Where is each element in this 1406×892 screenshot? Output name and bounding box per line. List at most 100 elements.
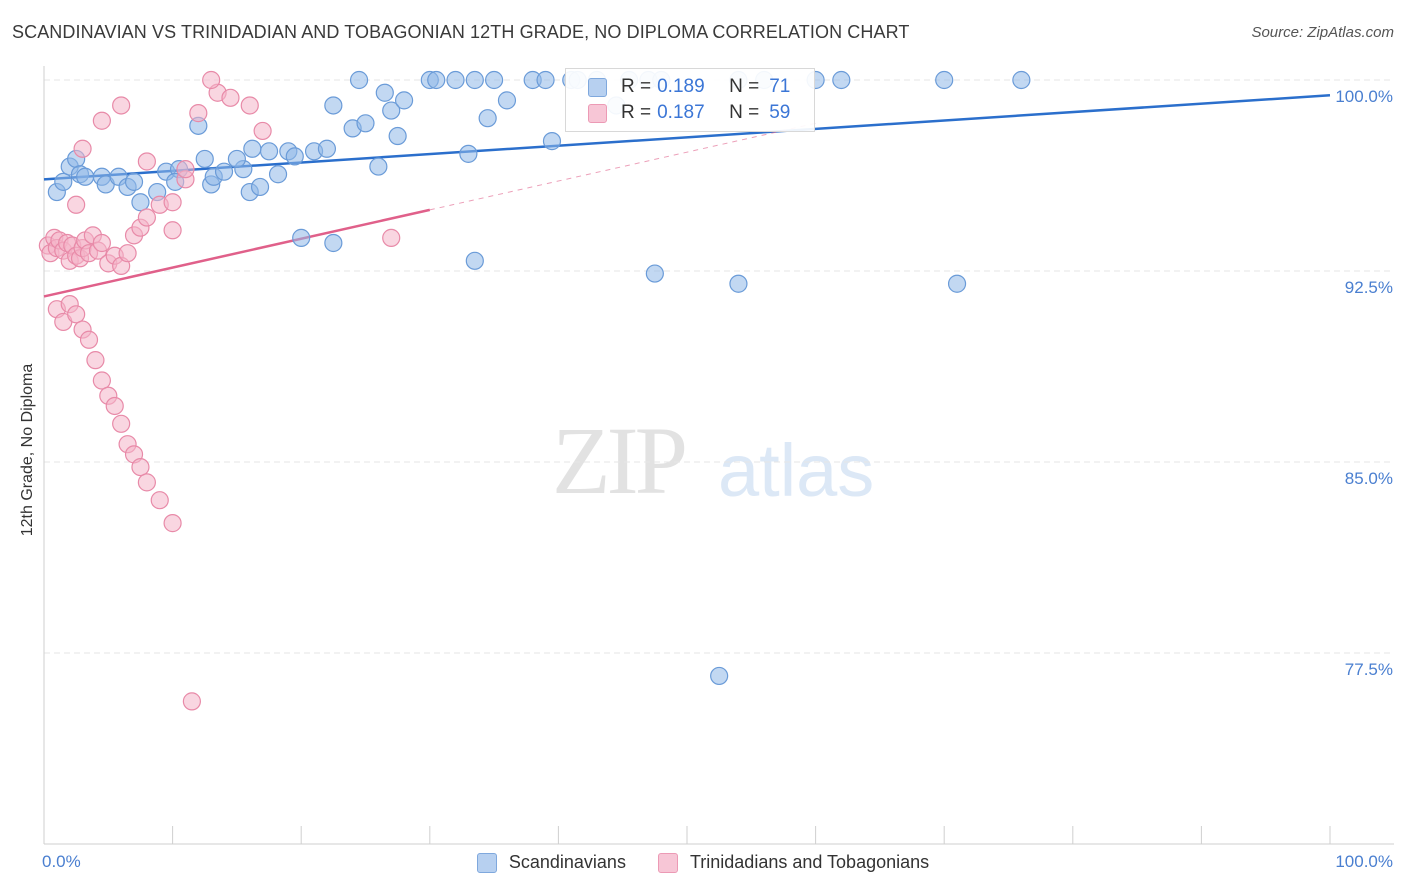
- point-scandinavian-24: [259, 142, 279, 161]
- point-scandinavian-27: [268, 165, 288, 184]
- x-tick-0: 0.0%: [42, 852, 81, 871]
- point-trinidadian-35: [79, 330, 99, 349]
- point-scandinavian-45: [485, 70, 504, 90]
- point-trinidadian-36: [86, 351, 105, 370]
- point-trinidadian-20: [118, 244, 137, 263]
- point-trinidadian-33: [67, 305, 86, 324]
- point-trinidadian-29: [221, 88, 240, 107]
- legend-swatch-pink: [657, 852, 678, 873]
- point-trinidadian-53: [92, 111, 111, 130]
- point-trinidadian-58: [182, 692, 201, 711]
- point-scandinavian-5: [76, 167, 95, 186]
- legend-r-label: R =: [621, 102, 652, 123]
- point-trinidadian-25: [163, 193, 182, 212]
- point-scandinavian-36: [375, 83, 394, 102]
- watermark-atlas: atlas: [718, 429, 875, 512]
- point-scandinavian-26: [243, 139, 262, 158]
- point-scandinavian-1: [54, 172, 73, 191]
- y-tick-92-5: 92.5%: [1344, 278, 1393, 297]
- trend-lines: [43, 94, 1331, 298]
- trend-extension-1: [429, 122, 816, 211]
- point-trinidadian-46: [163, 514, 182, 533]
- y-tick-85: 85.0%: [1344, 469, 1393, 488]
- point-trinidadian-16: [92, 233, 111, 253]
- x-tick-100: 100.0%: [1335, 852, 1393, 871]
- legend-row-trinidadians: R = 0.187 N = 59: [588, 101, 790, 125]
- axes: [43, 66, 1394, 845]
- legend-row-scandinavians: R = 0.189 N = 71: [588, 75, 790, 99]
- point-trinidadian-47: [176, 160, 195, 179]
- point-scandinavian-31: [317, 139, 337, 158]
- point-scandinavian-64: [459, 144, 478, 163]
- point-scandinavian-29: [285, 147, 304, 166]
- correlation-legend: R = 0.189 N = 71 R = 0.187 N = 59: [565, 68, 815, 132]
- point-scandinavian-41: [382, 101, 401, 120]
- point-scandinavian-61: [935, 70, 954, 90]
- legend-n-label: N =: [729, 102, 760, 123]
- point-trinidadian-45: [150, 491, 169, 510]
- point-scandinavian-62: [1012, 70, 1031, 90]
- point-trinidadian-39: [105, 396, 124, 416]
- point-trinidadian-54: [112, 96, 131, 115]
- point-scandinavian-37: [388, 126, 407, 146]
- trend-line-1: [43, 208, 431, 298]
- point-scandinavian-40: [446, 70, 465, 90]
- point-scandinavian-49: [542, 132, 562, 151]
- point-trinidadian-52: [73, 139, 92, 158]
- y-tick-77-5: 77.5%: [1344, 660, 1393, 679]
- point-scandinavian-17: [195, 149, 214, 169]
- legend-n-value-blue: 71: [769, 76, 791, 97]
- point-scandinavian-11: [124, 172, 144, 191]
- point-scandinavian-71: [710, 666, 729, 686]
- chart-title: SCANDINAVIAN VS TRINIDADIAN AND TOBAGONI…: [12, 22, 910, 42]
- legend-r-label: R =: [621, 76, 652, 97]
- legend-r-value-pink: 0.187: [657, 102, 705, 123]
- point-scandinavian-35: [349, 70, 369, 90]
- point-scandinavian-20: [214, 162, 234, 181]
- trend-line-0: [43, 94, 1331, 181]
- point-scandinavian-70: [947, 274, 967, 293]
- series-legend: Scandinavians Trinidadians and Tobagonia…: [0, 852, 1406, 873]
- point-trinidadian-49: [240, 96, 259, 115]
- point-scandinavian-65: [292, 228, 311, 247]
- point-scandinavian-63: [356, 114, 375, 133]
- point-scandinavian-48: [536, 70, 555, 90]
- point-scandinavian-42: [394, 91, 414, 110]
- watermark-zip: ZIP: [552, 407, 688, 514]
- legend-item-scandinavians[interactable]: Scandinavians: [476, 852, 626, 873]
- point-scandinavian-34: [369, 157, 388, 176]
- point-scandinavian-43: [465, 70, 484, 90]
- point-scandinavian-69: [729, 274, 748, 293]
- point-trinidadian-55: [137, 152, 156, 171]
- point-scandinavian-46: [497, 91, 517, 110]
- legend-n-label: N =: [729, 76, 760, 97]
- point-scandinavian-67: [465, 251, 484, 270]
- data-points: [38, 70, 1031, 711]
- point-scandinavian-44: [478, 109, 497, 128]
- legend-label-scandinavians: Scandinavians: [508, 852, 626, 872]
- point-trinidadian-27: [189, 104, 208, 123]
- point-trinidadian-50: [253, 121, 272, 141]
- point-trinidadian-23: [137, 208, 156, 227]
- point-trinidadian-48: [202, 70, 221, 90]
- point-scandinavian-68: [645, 264, 664, 283]
- point-scandinavian-23: [250, 177, 270, 197]
- point-trinidadian-56: [163, 221, 182, 240]
- point-trinidadian-43: [131, 457, 150, 477]
- legend-swatch-blue: [588, 77, 607, 97]
- point-scandinavian-32: [324, 96, 343, 115]
- y-tick-100: 100.0%: [1335, 87, 1393, 106]
- point-scandinavian-25: [227, 149, 246, 169]
- point-scandinavian-10: [131, 193, 150, 212]
- point-trinidadian-40: [112, 414, 131, 433]
- legend-n-value-pink: 59: [769, 102, 791, 123]
- point-scandinavian-66: [324, 233, 343, 253]
- point-trinidadian-57: [382, 228, 401, 247]
- legend-swatch-pink: [588, 103, 607, 123]
- legend-r-value-blue: 0.189: [657, 76, 705, 97]
- legend-item-trinidadians[interactable]: Trinidadians and Tobagonians: [657, 852, 929, 873]
- point-trinidadian-51: [67, 195, 86, 214]
- legend-swatch-blue: [476, 852, 497, 873]
- point-trinidadian-44: [137, 473, 156, 492]
